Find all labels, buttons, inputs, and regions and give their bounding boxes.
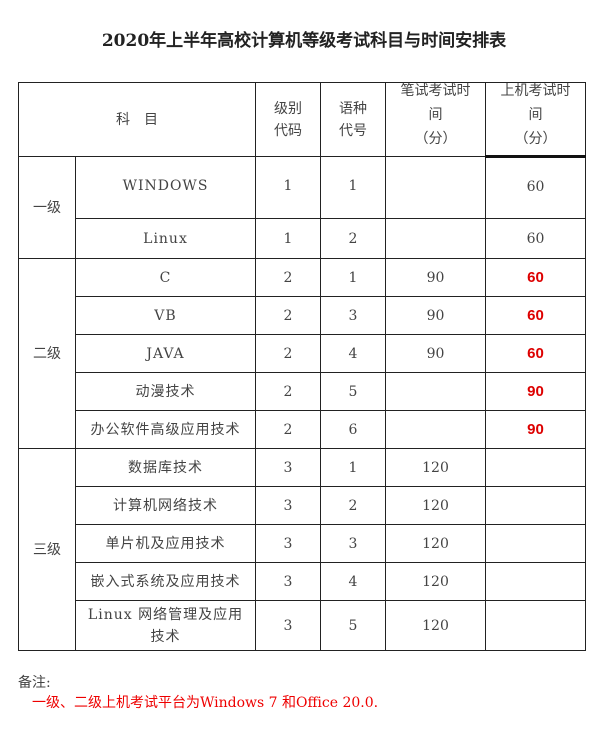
header-written-time: 笔试考试时间 （分）	[385, 82, 486, 157]
machine-time-cell: 60	[485, 296, 586, 335]
lang-code-cell: 1	[320, 258, 386, 297]
machine-time-cell: 60	[485, 258, 586, 297]
subject-cell: C	[75, 258, 256, 297]
lang-code-cell: 4	[320, 334, 386, 373]
written-time-cell: 90	[385, 258, 486, 297]
level-code-cell: 3	[255, 562, 321, 601]
table-row: 计算机网络技术 3 2 120	[19, 486, 586, 525]
machine-time-cell: 60	[485, 218, 586, 259]
lang-code-cell: 3	[320, 524, 386, 563]
level-code-cell: 2	[255, 258, 321, 297]
written-time-cell	[385, 372, 486, 411]
subject-cell: Linux	[75, 218, 256, 259]
table-row: 一级 WINDOWS 1 1 60	[18, 156, 586, 259]
written-time-cell	[385, 410, 486, 449]
level-code-cell: 2	[255, 410, 321, 449]
subject-cell: 数据库技术	[75, 448, 256, 487]
note-text: 一级、二级上机考试平台为Windows 7 和Office 20.0.	[32, 695, 379, 711]
header-row: 科 目 级别代码 语种代号 笔试考试时间 （分） 上机考试时间 （分）	[18, 82, 586, 158]
table-row: 二级 C 2 1 90 60	[18, 258, 586, 449]
table-row: Linux 1 2 60	[19, 218, 586, 259]
lang-code-cell: 4	[320, 562, 386, 601]
table-row: 办公软件高级应用技术 2 6 90	[19, 410, 586, 449]
written-time-cell: 120	[385, 486, 486, 525]
subject-cell: 计算机网络技术	[75, 486, 256, 525]
level-code-cell: 3	[255, 448, 321, 487]
written-time-cell: 120	[385, 448, 486, 487]
table-row: 单片机及应用技术 3 3 120	[19, 524, 586, 563]
machine-time-cell: 60	[485, 334, 586, 373]
level-code-cell: 1	[255, 156, 321, 219]
lang-code-cell: 5	[320, 600, 386, 651]
written-time-cell	[385, 218, 486, 259]
lang-code-cell: 2	[320, 218, 386, 259]
header-subject: 科 目	[18, 82, 256, 157]
header-lang-code: 语种代号	[320, 82, 386, 157]
lang-code-cell: 3	[320, 296, 386, 335]
lang-code-cell: 2	[320, 486, 386, 525]
table-row: 动漫技术 2 5 90	[19, 372, 586, 411]
subject-cell: 嵌入式系统及应用技术	[75, 562, 256, 601]
level-code-cell: 3	[255, 524, 321, 563]
machine-time-cell: 60	[485, 156, 586, 219]
header-written-unit: （分）	[414, 131, 457, 147]
level-cell: 三级	[18, 448, 76, 651]
machine-time-cell: 90	[485, 410, 586, 449]
written-time-cell: 120	[385, 562, 486, 601]
subject-cell: VB	[75, 296, 256, 335]
table-row: 嵌入式系统及应用技术 3 4 120	[19, 562, 586, 601]
page-title: 2020年上半年高校计算机等级考试科目与时间安排表	[101, 31, 507, 51]
lang-code-cell: 6	[320, 410, 386, 449]
written-time-cell: 120	[385, 600, 486, 651]
table-row: 三级 数据库技术 3 1 120	[18, 448, 586, 651]
subject-cell: WINDOWS	[75, 156, 256, 219]
subject-cell: 动漫技术	[75, 372, 256, 411]
level-code-cell: 2	[255, 296, 321, 335]
table-row: VB 2 3 90 60	[19, 296, 586, 335]
lang-code-cell: 5	[320, 372, 386, 411]
written-time-cell: 120	[385, 524, 486, 563]
header-written-label: 笔试考试时间	[400, 83, 471, 123]
lang-code-cell: 1	[320, 156, 386, 219]
note-label: 备注:	[18, 675, 51, 691]
level-code-cell: 3	[255, 600, 321, 651]
machine-time-cell: 90	[485, 372, 586, 411]
level-code-cell: 2	[255, 334, 321, 373]
subject-cell: Linux 网络管理及应用技术	[75, 600, 256, 651]
level-cell: 二级	[18, 258, 76, 449]
machine-time-cell	[485, 524, 586, 563]
header-machine-label: 上机考试时间	[500, 83, 571, 123]
written-time-cell: 90	[385, 334, 486, 373]
machine-time-cell	[485, 486, 586, 525]
machine-time-cell	[485, 448, 586, 487]
written-time-cell: 90	[385, 296, 486, 335]
level-code-cell: 2	[255, 372, 321, 411]
header-machine-unit: （分）	[514, 131, 557, 147]
level-code-cell: 1	[255, 218, 321, 259]
subject-cell: JAVA	[75, 334, 256, 373]
machine-time-cell	[485, 562, 586, 601]
written-time-cell	[385, 156, 486, 219]
header-machine-time: 上机考试时间 （分）	[485, 82, 586, 158]
level-cell: 一级	[18, 156, 76, 259]
header-level-code: 级别代码	[255, 82, 321, 157]
subject-cell: 办公软件高级应用技术	[75, 410, 256, 449]
table-row: JAVA 2 4 90 60	[19, 334, 586, 373]
subject-cell: 单片机及应用技术	[75, 524, 256, 563]
table-row: Linux 网络管理及应用技术 3 5 120	[19, 600, 586, 651]
lang-code-cell: 1	[320, 448, 386, 487]
level-code-cell: 3	[255, 486, 321, 525]
schedule-table: 科 目 级别代码 语种代号 笔试考试时间 （分） 上机考试时间 （分） 一级 WIND…	[18, 82, 586, 651]
machine-time-cell	[485, 600, 586, 651]
